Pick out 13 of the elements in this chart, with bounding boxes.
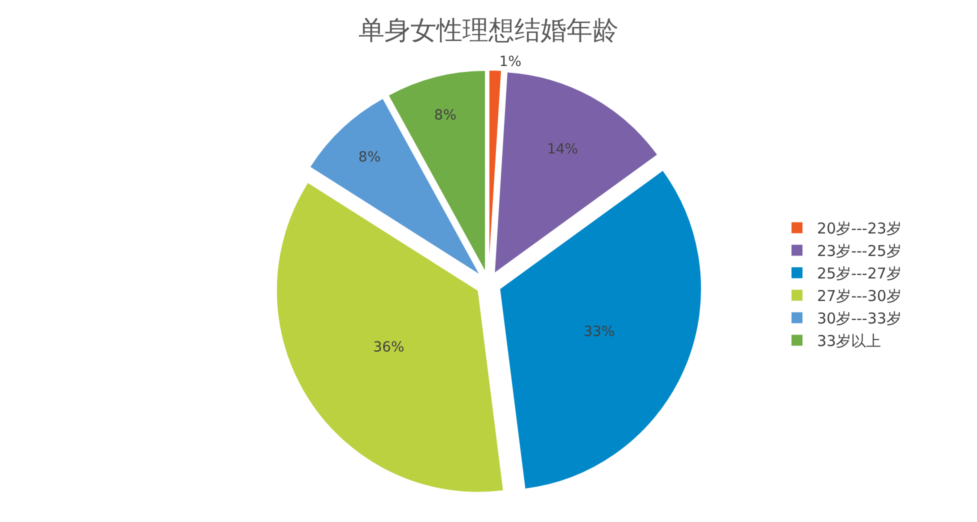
- legend-label: 30岁---33岁: [817, 310, 902, 328]
- data-label: 14%: [546, 141, 578, 158]
- data-label: 1%: [499, 54, 522, 70]
- data-label: 8%: [358, 149, 381, 166]
- legend-label: 23岁---25岁: [817, 242, 902, 260]
- legend-label: 33岁以上: [817, 332, 882, 350]
- legend-label: 27岁---30岁: [817, 287, 902, 306]
- legend-label: 20岁---23岁: [817, 220, 902, 238]
- chart-title: 单身女性理想结婚年龄: [358, 16, 618, 46]
- data-label: 36%: [373, 339, 404, 356]
- legend-label: 25岁---27岁: [817, 264, 902, 283]
- data-label: 8%: [434, 108, 456, 124]
- data-label: 33%: [584, 324, 615, 340]
